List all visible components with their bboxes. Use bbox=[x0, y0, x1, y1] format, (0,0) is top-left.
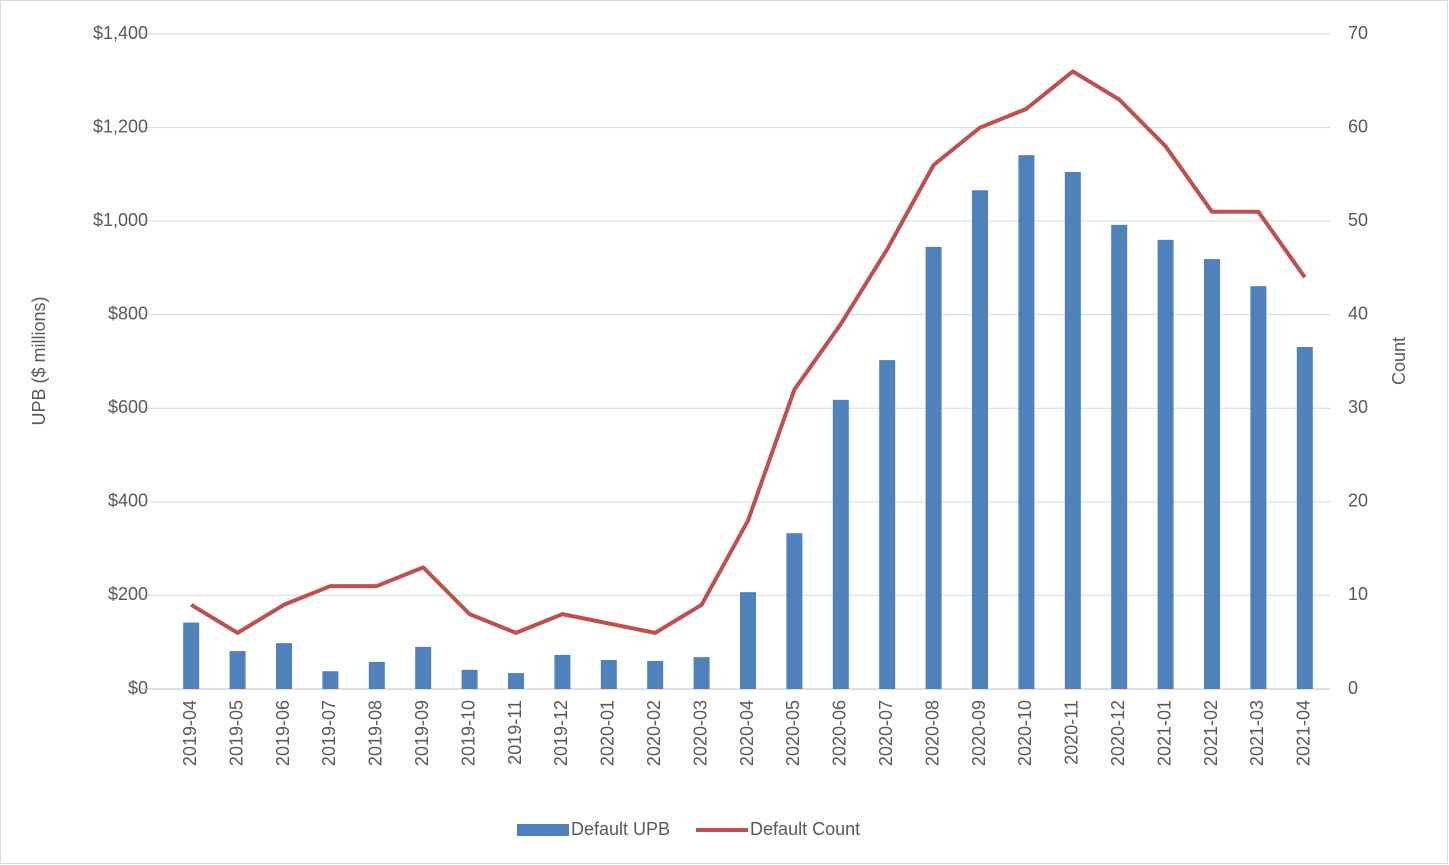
x-tick-label: 2021-01 bbox=[1154, 700, 1174, 766]
x-tick-label: 2019-05 bbox=[226, 700, 246, 766]
bar bbox=[972, 190, 988, 689]
line bbox=[190, 69, 1307, 635]
bar bbox=[1064, 172, 1081, 690]
x-tick-label: 2019-06 bbox=[273, 700, 293, 766]
x-tick-label: 2019-11 bbox=[505, 700, 525, 765]
y-tick-label: $1,000 bbox=[93, 210, 148, 230]
y-tick-label: $0 bbox=[128, 678, 148, 698]
y2-tick-label: 40 bbox=[1348, 303, 1368, 323]
bar bbox=[647, 660, 664, 689]
bar bbox=[879, 360, 896, 689]
x-tick-label: 2020-01 bbox=[598, 700, 618, 766]
bar bbox=[1296, 346, 1313, 689]
bar bbox=[229, 651, 246, 689]
x-tick-label: 2020-02 bbox=[644, 700, 664, 766]
bar bbox=[1157, 239, 1174, 689]
bar bbox=[1250, 286, 1267, 689]
x-tick-label: 2020-08 bbox=[922, 700, 942, 766]
y-tick-label: $200 bbox=[108, 584, 148, 604]
y-tick-label: $1,200 bbox=[93, 116, 148, 136]
bar bbox=[368, 661, 385, 689]
x-tick-label: 2021-03 bbox=[1247, 700, 1267, 766]
bar bbox=[740, 592, 756, 689]
x-tick-label: 2020-09 bbox=[969, 700, 989, 766]
y2-tick-label: 60 bbox=[1348, 116, 1368, 136]
x-tick-label: 2020-07 bbox=[876, 700, 896, 766]
x-tick-label: 2019-10 bbox=[458, 700, 478, 766]
legend-label: Default UPB bbox=[571, 819, 670, 839]
y2-axis-title: Count bbox=[1389, 337, 1409, 385]
y2-tick-label: 0 bbox=[1348, 678, 1358, 698]
y-axis-title: UPB ($ millions) bbox=[29, 296, 49, 425]
bar bbox=[786, 533, 803, 689]
bar bbox=[508, 673, 524, 689]
y2-tick-label: 50 bbox=[1348, 210, 1368, 230]
x-tick-label: 2020-10 bbox=[1015, 700, 1035, 766]
y-tick-label: $600 bbox=[108, 397, 148, 417]
bar bbox=[322, 671, 339, 689]
y2-tick-label: 20 bbox=[1348, 491, 1368, 511]
x-tick-label: 2020-05 bbox=[783, 700, 803, 766]
legend-swatch bbox=[517, 824, 569, 836]
x-tick-label: 2019-09 bbox=[412, 700, 432, 766]
x-tick-label: 2020-12 bbox=[1108, 700, 1128, 766]
bar bbox=[461, 669, 478, 689]
bar bbox=[183, 622, 200, 689]
x-tick-label: 2021-04 bbox=[1294, 700, 1314, 766]
y-tick-label: $1,400 bbox=[93, 23, 148, 43]
bar bbox=[925, 246, 942, 689]
legend-label: Default Count bbox=[750, 819, 860, 839]
x-tick-label: 2019-12 bbox=[551, 700, 571, 766]
bar bbox=[1018, 155, 1035, 690]
bar bbox=[600, 659, 617, 689]
y-tick-label: $800 bbox=[108, 303, 148, 323]
x-tick-label: 2019-04 bbox=[180, 700, 200, 766]
x-tick-label: 2020-04 bbox=[737, 700, 757, 766]
x-tick-label: 2019-07 bbox=[319, 700, 339, 766]
bar bbox=[1111, 224, 1128, 689]
bar bbox=[554, 654, 571, 689]
y-tick-label: $400 bbox=[108, 491, 148, 511]
y2-tick-label: 30 bbox=[1348, 397, 1368, 417]
x-tick-label: 2019-08 bbox=[366, 700, 386, 766]
bar bbox=[276, 643, 292, 689]
x-tick-label: 2021-02 bbox=[1201, 700, 1221, 766]
x-tick-label: 2020-03 bbox=[690, 700, 710, 766]
x-tick-label: 2020-06 bbox=[830, 700, 850, 766]
x-tick-label: 2020-11 bbox=[1062, 700, 1082, 765]
y2-tick-label: 10 bbox=[1348, 584, 1368, 604]
bar bbox=[693, 657, 710, 689]
bar bbox=[832, 399, 849, 689]
y2-tick-label: 70 bbox=[1348, 23, 1368, 43]
bar bbox=[415, 646, 432, 689]
bar bbox=[1204, 259, 1220, 689]
